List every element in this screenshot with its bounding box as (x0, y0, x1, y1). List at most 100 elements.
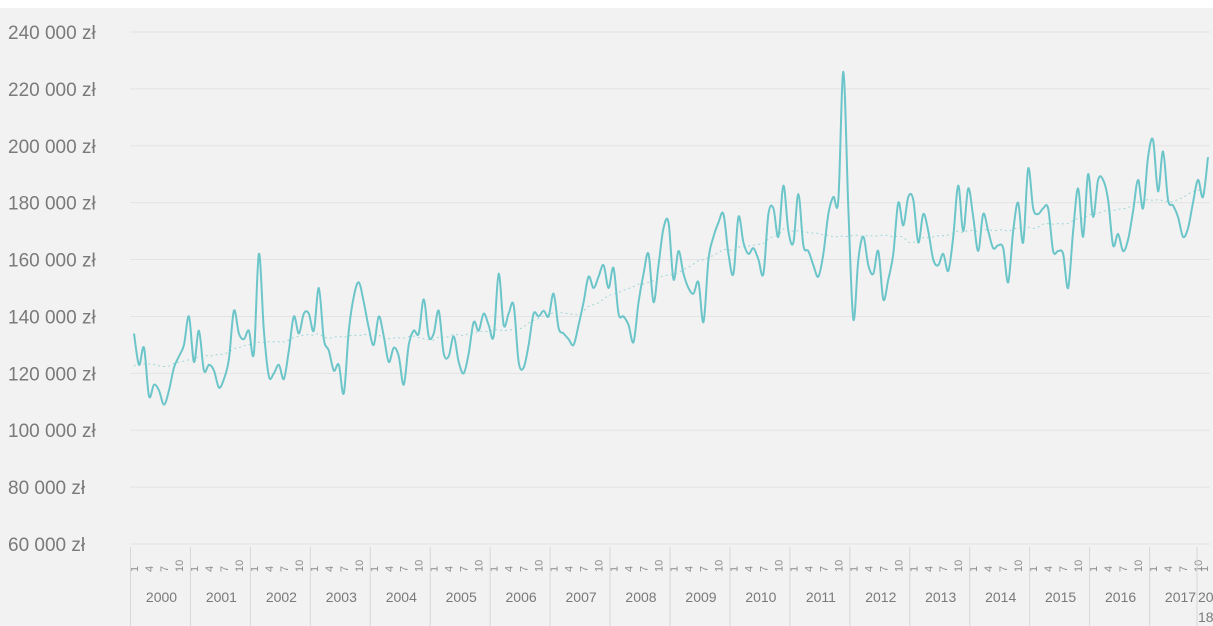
month-tick-label: 1 (908, 566, 920, 572)
year-label: 2017 (1165, 589, 1196, 605)
month-tick-label: 1 (1199, 566, 1211, 572)
month-tick-label: 1 (369, 566, 381, 572)
year-label: 2003 (326, 589, 357, 605)
month-tick-label: 7 (339, 566, 351, 572)
month-tick-label: 4 (204, 566, 216, 572)
month-tick-label: 10 (354, 560, 366, 572)
y-tick-label: 200 000 zł (8, 137, 96, 158)
month-tick-label: 4 (324, 566, 336, 572)
month-tick-label: 7 (818, 566, 830, 572)
month-tick-label: 1 (669, 566, 681, 572)
year-label: 2012 (865, 589, 896, 605)
month-tick-label: 1 (189, 566, 201, 572)
gridlines (130, 31, 1210, 545)
year-label: 2004 (386, 589, 417, 605)
month-tick-label: 7 (758, 566, 770, 572)
month-tick-label: 1 (249, 566, 261, 572)
month-tick-label: 10 (1193, 560, 1205, 572)
month-tick-label: 4 (923, 566, 935, 572)
year-label: 2007 (566, 589, 597, 605)
month-tick-label: 4 (863, 566, 875, 572)
month-tick-label: 1 (129, 566, 141, 572)
month-tick-label: 4 (624, 566, 636, 572)
series-line (133, 70, 1209, 406)
month-tick-label: 1 (549, 566, 561, 572)
y-axis-ticks: 240 000 zł 220 000 zł 200 000 zł 180 000 zł… (8, 23, 96, 556)
y-tick-label: 80 000 zł (8, 478, 86, 499)
month-tick-label: 4 (1043, 566, 1055, 572)
month-tick-label: 1 (1088, 566, 1100, 572)
month-tick-label: 7 (699, 566, 711, 572)
month-tick-label: 10 (654, 560, 666, 572)
year-label: 2009 (685, 589, 716, 605)
month-tick-label: 1 (1148, 566, 1160, 572)
year-label: 2011 (806, 589, 836, 605)
month-tick-label: 4 (444, 566, 456, 572)
year-label: 2013 (925, 589, 956, 605)
month-tick-label: 10 (893, 560, 905, 572)
year-label: 2008 (625, 589, 656, 605)
year-label: 20 (1198, 589, 1213, 605)
month-tick-label: 10 (953, 560, 965, 572)
month-tick-label: 1 (1028, 566, 1040, 572)
month-tick-label: 10 (594, 560, 606, 572)
y-tick-label: 220 000 zł (8, 80, 96, 101)
month-tick-label: 4 (384, 566, 396, 572)
month-tick-label: 10 (1073, 560, 1085, 572)
month-tick-label: 10 (1133, 560, 1145, 572)
month-tick-label: 1 (609, 566, 621, 572)
month-tick-label: 7 (519, 566, 531, 572)
year-label: 2010 (745, 589, 776, 605)
month-tick-label: 1 (309, 566, 321, 572)
month-tick-label: 7 (459, 566, 471, 572)
month-tick-label: 1 (848, 566, 860, 572)
month-tick-label: 10 (833, 560, 845, 572)
month-tick-label: 4 (1163, 566, 1175, 572)
month-tick-label: 4 (684, 566, 696, 572)
month-tick-label: 10 (1013, 560, 1025, 572)
month-tick-label: 7 (1058, 566, 1070, 572)
trend-line (133, 189, 1209, 367)
month-tick-label: 10 (414, 560, 426, 572)
y-tick-label: 60 000 zł (8, 535, 86, 556)
plot-background (0, 8, 1213, 626)
month-tick-label: 7 (399, 566, 411, 572)
month-tick-label: 1 (968, 566, 980, 572)
year-label: 2006 (506, 589, 537, 605)
month-tick-label: 7 (279, 566, 291, 572)
y-tick-label: 100 000 zł (8, 421, 96, 442)
month-tick-label: 10 (174, 560, 186, 572)
year-label: 2002 (266, 589, 297, 605)
month-tick-label: 10 (534, 560, 546, 572)
year-label: 18 (1198, 609, 1213, 625)
month-tick-label: 10 (234, 560, 246, 572)
month-tick-label: 1 (728, 566, 740, 572)
y-tick-label: 240 000 zł (8, 23, 96, 44)
month-tick-label: 7 (639, 566, 651, 572)
month-tick-label: 7 (219, 566, 231, 572)
month-tick-label: 7 (938, 566, 950, 572)
month-tick-label: 1 (429, 566, 441, 572)
month-tick-label: 7 (878, 566, 890, 572)
y-tick-label: 120 000 zł (8, 364, 96, 385)
y-tick-label: 160 000 zł (8, 251, 96, 272)
month-tick-label: 7 (159, 566, 171, 572)
month-tick-label: 4 (264, 566, 276, 572)
month-tick-label: 7 (579, 566, 591, 572)
month-tick-label: 10 (474, 560, 486, 572)
month-tick-label: 1 (788, 566, 800, 572)
month-tick-label: 4 (144, 566, 156, 572)
month-tick-label: 4 (803, 566, 815, 572)
y-tick-label: 140 000 zł (8, 307, 96, 328)
month-tick-label: 4 (1103, 566, 1115, 572)
month-tick-label: 7 (1178, 566, 1190, 572)
y-tick-label: 180 000 zł (8, 194, 96, 215)
month-tick-label: 7 (1118, 566, 1130, 572)
month-tick-label: 4 (504, 566, 516, 572)
month-tick-label: 10 (294, 560, 306, 572)
month-tick-label: 10 (714, 560, 726, 572)
month-tick-label: 7 (998, 566, 1010, 572)
